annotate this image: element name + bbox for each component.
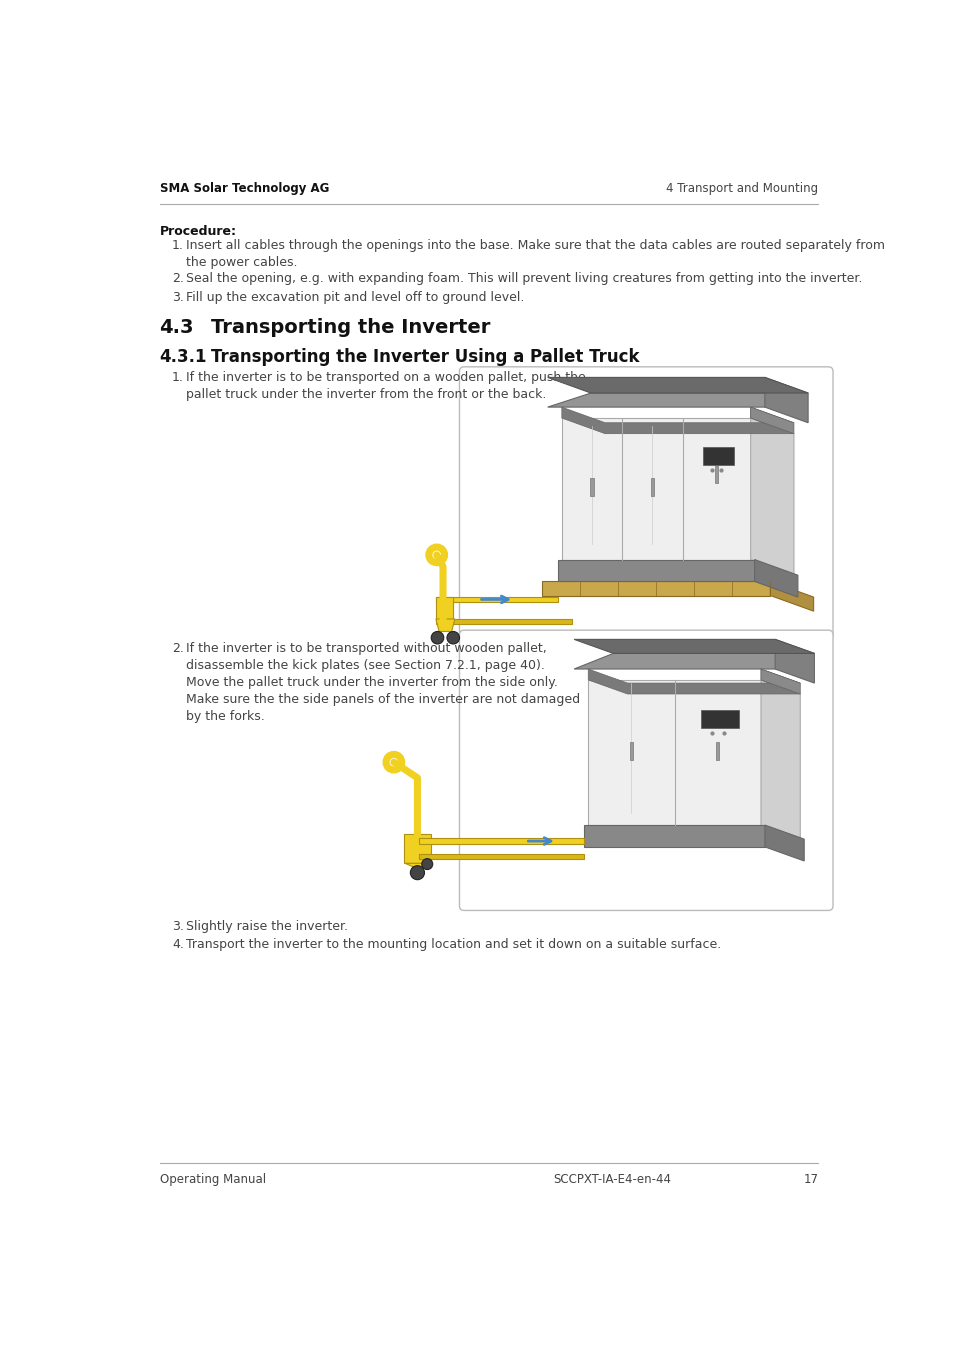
Text: Procedure:: Procedure: bbox=[159, 225, 236, 238]
Polygon shape bbox=[764, 825, 803, 861]
Polygon shape bbox=[764, 378, 807, 423]
Text: Transporting the Inverter Using a Pallet Truck: Transporting the Inverter Using a Pallet… bbox=[211, 348, 639, 366]
Text: 4.: 4. bbox=[172, 938, 184, 952]
Polygon shape bbox=[574, 640, 814, 653]
Bar bbox=[716, 743, 719, 760]
Text: If the inverter is to be transported without wooden pallet,
disassemble the kick: If the inverter is to be transported wit… bbox=[186, 643, 579, 724]
Text: 4.3.1: 4.3.1 bbox=[159, 348, 207, 366]
Text: 4.3: 4.3 bbox=[159, 319, 193, 338]
Polygon shape bbox=[750, 408, 793, 433]
Polygon shape bbox=[541, 582, 769, 595]
Bar bbox=[715, 466, 718, 483]
Polygon shape bbox=[775, 640, 814, 683]
Text: 4 Transport and Mounting: 4 Transport and Mounting bbox=[665, 182, 818, 196]
Polygon shape bbox=[419, 838, 583, 844]
Polygon shape bbox=[750, 418, 793, 575]
Polygon shape bbox=[419, 855, 583, 860]
Text: 1.: 1. bbox=[172, 371, 184, 385]
Polygon shape bbox=[450, 618, 572, 624]
Polygon shape bbox=[436, 597, 558, 602]
Circle shape bbox=[410, 865, 424, 880]
Bar bbox=[590, 478, 593, 495]
Polygon shape bbox=[436, 618, 455, 632]
Text: Insert all cables through the openings into the base. Make sure that the data ca: Insert all cables through the openings i… bbox=[186, 239, 884, 269]
Polygon shape bbox=[547, 393, 807, 408]
Text: SCCPXT-IA-E4-en-44: SCCPXT-IA-E4-en-44 bbox=[553, 1173, 671, 1187]
Text: Seal the opening, e.g. with expanding foam. This will prevent living creatures f: Seal the opening, e.g. with expanding fo… bbox=[186, 273, 862, 285]
Bar bbox=[702, 447, 733, 464]
FancyBboxPatch shape bbox=[459, 630, 832, 910]
Text: 17: 17 bbox=[802, 1173, 818, 1187]
FancyBboxPatch shape bbox=[459, 367, 832, 640]
Text: 3.: 3. bbox=[172, 919, 184, 933]
Text: SMA Solar Technology AG: SMA Solar Technology AG bbox=[159, 182, 329, 196]
Text: Transport the inverter to the mounting location and set it down on a suitable su: Transport the inverter to the mounting l… bbox=[186, 938, 720, 952]
Polygon shape bbox=[760, 670, 800, 694]
Polygon shape bbox=[760, 680, 800, 840]
Text: If the inverter is to be transported on a wooden pallet, push the
pallet truck u: If the inverter is to be transported on … bbox=[186, 371, 585, 401]
Bar bbox=[650, 478, 654, 495]
Circle shape bbox=[446, 632, 459, 644]
Text: 1.: 1. bbox=[172, 239, 184, 252]
Circle shape bbox=[431, 632, 443, 644]
Polygon shape bbox=[588, 680, 760, 825]
Polygon shape bbox=[405, 863, 429, 869]
Polygon shape bbox=[561, 418, 750, 559]
Text: 2.: 2. bbox=[172, 643, 184, 656]
Text: Fill up the excavation pit and level off to ground level.: Fill up the excavation pit and level off… bbox=[186, 292, 524, 304]
Polygon shape bbox=[588, 670, 800, 694]
Text: 2.: 2. bbox=[172, 273, 184, 285]
Text: Slightly raise the inverter.: Slightly raise the inverter. bbox=[186, 919, 348, 933]
Bar bbox=[629, 743, 633, 760]
Polygon shape bbox=[754, 559, 797, 597]
Polygon shape bbox=[769, 582, 813, 612]
Polygon shape bbox=[558, 559, 754, 582]
Polygon shape bbox=[403, 834, 431, 863]
Bar bbox=[436, 597, 453, 624]
Polygon shape bbox=[574, 653, 814, 670]
Text: Transporting the Inverter: Transporting the Inverter bbox=[211, 319, 490, 338]
Polygon shape bbox=[547, 378, 807, 393]
Text: Operating Manual: Operating Manual bbox=[159, 1173, 265, 1187]
Polygon shape bbox=[583, 825, 764, 846]
Circle shape bbox=[421, 859, 433, 869]
Polygon shape bbox=[561, 408, 793, 433]
Text: 3.: 3. bbox=[172, 292, 184, 304]
Bar bbox=[700, 710, 739, 728]
